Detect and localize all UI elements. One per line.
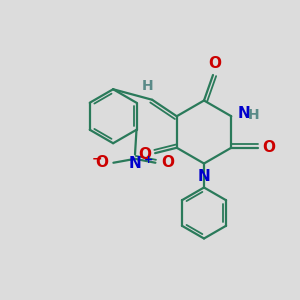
Text: O: O <box>208 56 221 71</box>
Text: O: O <box>161 155 174 170</box>
Text: H: H <box>248 108 260 122</box>
Text: −: − <box>92 153 102 166</box>
Text: N: N <box>198 169 210 184</box>
Text: N: N <box>238 106 250 121</box>
Text: N: N <box>129 156 141 171</box>
Text: +: + <box>143 155 153 165</box>
Text: H: H <box>142 79 153 93</box>
Text: O: O <box>139 147 152 162</box>
Text: O: O <box>95 155 108 170</box>
Text: O: O <box>262 140 275 155</box>
